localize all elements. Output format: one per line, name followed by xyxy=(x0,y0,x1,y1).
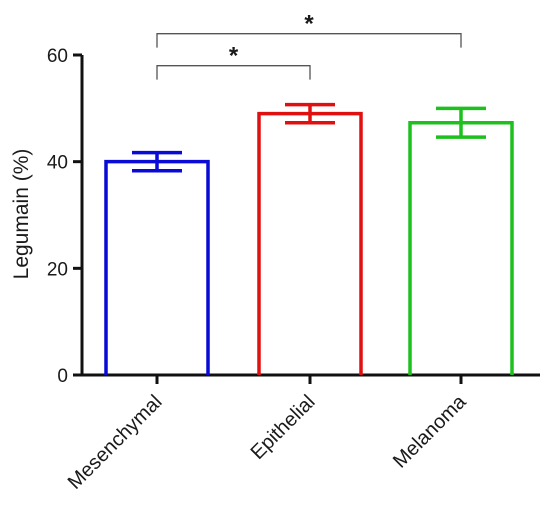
significance-brackets: ** xyxy=(156,11,462,80)
y-tick-label-0: 0 xyxy=(57,366,68,387)
x-tick-label-2: Melanoma xyxy=(389,390,471,472)
y-axis: 0 20 40 60 xyxy=(47,46,84,387)
y-tick-label-2: 40 xyxy=(47,153,68,174)
bar-2 xyxy=(408,120,514,375)
bars xyxy=(104,102,514,375)
x-tick-label-1: Epithelial xyxy=(247,391,320,464)
y-tick-label-3: 60 xyxy=(47,46,68,67)
significance-bracket-0 xyxy=(156,65,311,80)
bar-1 xyxy=(257,111,363,375)
significance-label-1: * xyxy=(304,11,314,38)
bar-0 xyxy=(104,159,210,375)
x-axis: Mesenchymal Epithelial Melanoma xyxy=(64,373,540,494)
significance-bracket-1 xyxy=(156,33,462,48)
y-tick-label-1: 20 xyxy=(47,259,68,280)
x-tick-label-0: Mesenchymal xyxy=(64,391,167,494)
y-axis-label: Legumain (%) xyxy=(10,149,33,280)
significance-label-0: * xyxy=(229,43,239,70)
